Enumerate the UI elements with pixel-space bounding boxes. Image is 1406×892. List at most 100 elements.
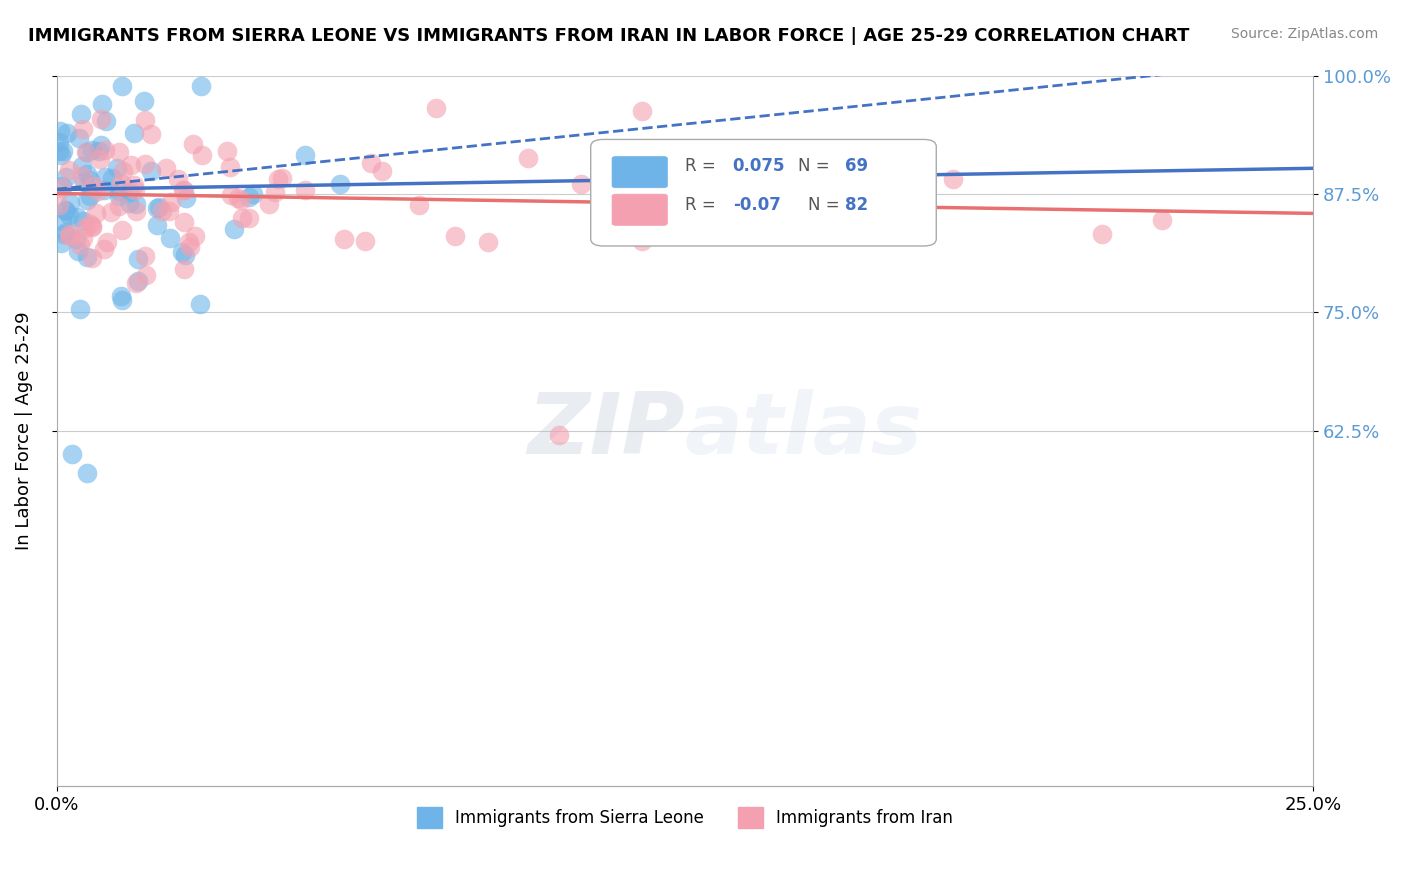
Legend: Immigrants from Sierra Leone, Immigrants from Iran: Immigrants from Sierra Leone, Immigrants… bbox=[411, 801, 959, 834]
Point bbox=[188, 297, 211, 311]
Point bbox=[408, 198, 430, 212]
Point bbox=[184, 229, 207, 244]
Point bbox=[75, 220, 97, 235]
Point bbox=[125, 203, 148, 218]
Point bbox=[139, 127, 162, 141]
Point bbox=[49, 236, 72, 251]
Point bbox=[174, 191, 197, 205]
Point bbox=[238, 211, 260, 225]
Point bbox=[177, 235, 200, 249]
Point bbox=[70, 106, 93, 120]
Point bbox=[160, 195, 183, 210]
Point bbox=[66, 244, 89, 259]
Text: R =: R = bbox=[685, 157, 721, 176]
Point bbox=[548, 428, 571, 442]
Point bbox=[267, 171, 290, 186]
Point bbox=[79, 189, 101, 203]
Point bbox=[118, 185, 141, 199]
Point bbox=[48, 144, 70, 158]
Point bbox=[259, 196, 281, 211]
Point bbox=[73, 175, 96, 189]
Point bbox=[631, 234, 654, 248]
Point bbox=[48, 198, 70, 212]
Point bbox=[111, 293, 134, 307]
Point bbox=[179, 240, 201, 254]
Point bbox=[111, 223, 134, 237]
Point bbox=[443, 229, 465, 244]
Point bbox=[174, 248, 197, 262]
Point bbox=[242, 186, 264, 201]
Point bbox=[328, 177, 350, 191]
Point bbox=[1091, 227, 1114, 241]
FancyBboxPatch shape bbox=[591, 139, 936, 246]
Point bbox=[231, 211, 253, 225]
Point bbox=[80, 219, 103, 234]
Point bbox=[477, 235, 499, 249]
Point bbox=[51, 181, 73, 195]
Point bbox=[105, 161, 128, 175]
Point bbox=[69, 237, 91, 252]
Text: atlas: atlas bbox=[685, 389, 924, 472]
Point bbox=[294, 147, 316, 161]
Point bbox=[59, 196, 82, 211]
Point bbox=[69, 301, 91, 316]
Point bbox=[238, 190, 260, 204]
Point bbox=[108, 145, 131, 159]
Point bbox=[569, 177, 592, 191]
Point bbox=[52, 144, 75, 158]
Point bbox=[146, 218, 169, 232]
Point bbox=[172, 183, 194, 197]
Point bbox=[517, 152, 540, 166]
Point bbox=[96, 114, 118, 128]
Point bbox=[150, 204, 173, 219]
Point bbox=[108, 185, 131, 199]
Point bbox=[122, 178, 145, 193]
Text: N =: N = bbox=[808, 195, 845, 214]
Point bbox=[139, 164, 162, 178]
Point bbox=[72, 122, 94, 136]
Point bbox=[111, 79, 134, 94]
Point bbox=[891, 178, 914, 193]
Point bbox=[170, 245, 193, 260]
Point bbox=[354, 235, 377, 249]
Text: Source: ZipAtlas.com: Source: ZipAtlas.com bbox=[1230, 27, 1378, 41]
Point bbox=[224, 222, 246, 236]
Point bbox=[100, 204, 122, 219]
Point bbox=[108, 189, 131, 203]
Point bbox=[108, 199, 131, 213]
Point bbox=[87, 184, 110, 198]
Point bbox=[80, 143, 103, 157]
Text: -0.07: -0.07 bbox=[733, 195, 780, 214]
Point bbox=[159, 231, 181, 245]
Point bbox=[135, 268, 157, 283]
Point bbox=[120, 158, 142, 172]
Point bbox=[76, 193, 98, 207]
Point bbox=[157, 203, 180, 218]
Point bbox=[58, 208, 80, 222]
Point bbox=[219, 160, 242, 174]
Point bbox=[70, 169, 93, 184]
FancyBboxPatch shape bbox=[612, 194, 668, 226]
Point bbox=[49, 124, 72, 138]
Point bbox=[89, 153, 111, 167]
Point bbox=[122, 127, 145, 141]
Point bbox=[190, 78, 212, 93]
Point bbox=[90, 137, 112, 152]
Point bbox=[70, 159, 93, 173]
Point bbox=[229, 193, 252, 207]
Point bbox=[89, 112, 111, 127]
FancyBboxPatch shape bbox=[612, 156, 668, 187]
Text: N =: N = bbox=[799, 157, 835, 176]
Point bbox=[1152, 212, 1174, 227]
Point bbox=[52, 227, 75, 242]
Point bbox=[127, 252, 149, 266]
Point bbox=[110, 289, 132, 303]
Point bbox=[55, 226, 77, 240]
Point bbox=[76, 167, 98, 181]
Point bbox=[271, 171, 294, 186]
Point bbox=[48, 135, 70, 149]
Text: 82: 82 bbox=[845, 195, 868, 214]
Point bbox=[134, 112, 156, 127]
Point bbox=[66, 210, 89, 224]
Point bbox=[125, 197, 148, 211]
